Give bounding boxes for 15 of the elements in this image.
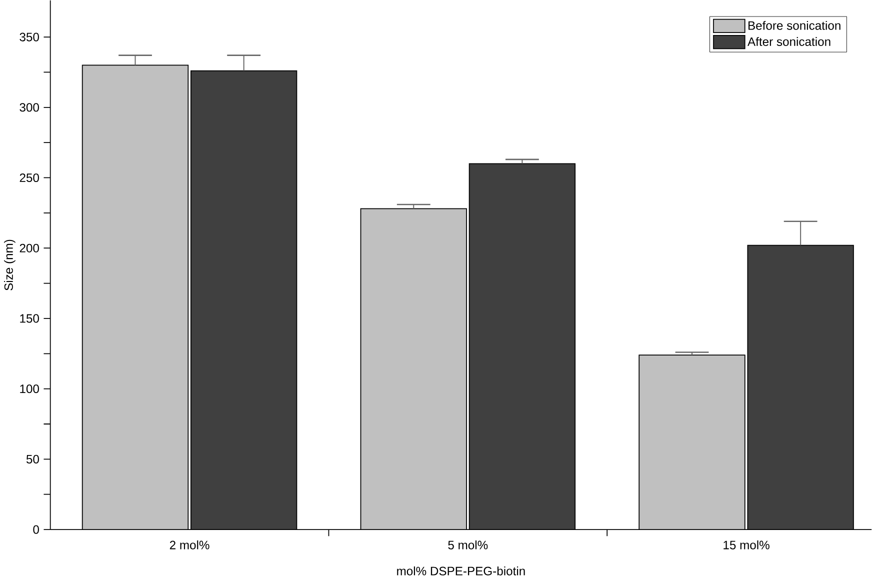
y-tick-label: 350 bbox=[20, 32, 39, 42]
legend-label: After sonication bbox=[748, 36, 830, 46]
y-tick-label: 300 bbox=[20, 102, 39, 112]
x-tick-label: 5 mol% bbox=[448, 540, 488, 550]
y-tick-label: 200 bbox=[20, 244, 39, 252]
y-tick-label: 0 bbox=[33, 525, 39, 534]
y-tick-label: 150 bbox=[20, 314, 39, 323]
x-tick-label: 15 mol% bbox=[724, 540, 770, 550]
x-axis-title: mol% DSPE-PEG-biotin bbox=[397, 566, 525, 576]
y-tick-label: 50 bbox=[26, 454, 39, 464]
y-tick-label: 250 bbox=[20, 173, 39, 182]
x-tick-label: 2 mol% bbox=[170, 540, 210, 550]
y-axis-title: Size (nm) bbox=[4, 240, 16, 290]
legend-label: Before sonication bbox=[748, 20, 840, 30]
y-tick-label: 100 bbox=[20, 384, 39, 393]
